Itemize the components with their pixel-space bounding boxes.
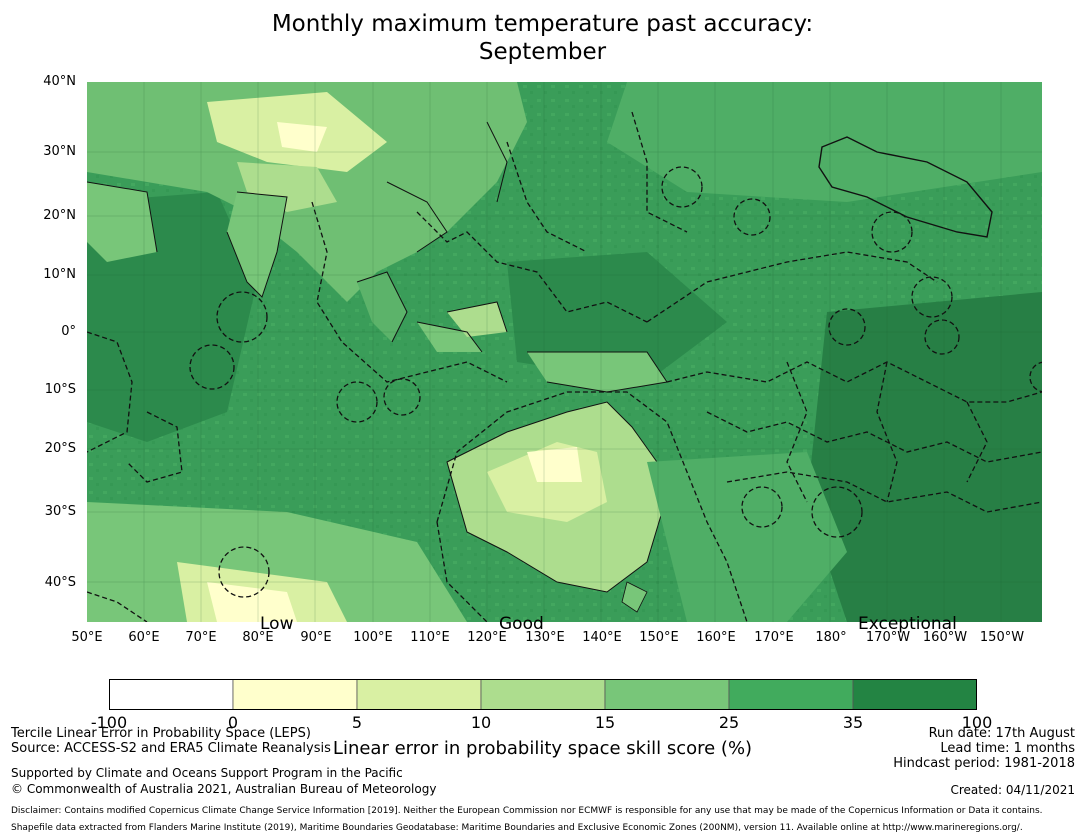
footer-disclaimer: Disclaimer: Contains modified Copernicus… xyxy=(11,806,1043,816)
colorbar-tick: -100 xyxy=(90,713,128,732)
lon-label: 90°E xyxy=(300,630,332,645)
footer-created: Created: 04/11/2021 xyxy=(950,783,1075,797)
colorbar-tick: 0 xyxy=(227,713,239,732)
colorbar-segment xyxy=(604,679,730,710)
lon-label: 120°E xyxy=(467,630,507,645)
southern-cream-band xyxy=(207,582,297,622)
lon-label: 100°E xyxy=(353,630,393,645)
tasmania-island xyxy=(621,581,648,613)
footer-run-date: Run date: 17th August xyxy=(928,726,1075,741)
australia-cream-interior xyxy=(527,447,582,482)
colorbar-tick: 5 xyxy=(351,713,363,732)
lat-label-10n: 10°N xyxy=(43,267,76,282)
colorbar-tick: 25 xyxy=(718,713,740,732)
footer-lead-time: Lead time: 1 months xyxy=(940,741,1075,756)
colorbar-segment xyxy=(728,679,854,710)
footer-method: Tercile Linear Error in Probability Spac… xyxy=(11,726,311,741)
skill-score-map xyxy=(87,82,1042,622)
arabia-region xyxy=(87,182,157,262)
footer-source: Source: ACCESS-S2 and ERA5 Climate Reana… xyxy=(11,741,331,756)
indochina-landmass xyxy=(357,272,407,342)
map-title-line1: Monthly maximum temperature past accurac… xyxy=(271,11,814,37)
hawaii-eez-outline xyxy=(818,136,993,238)
lon-label: 50°E xyxy=(71,630,103,645)
lat-label-30n: 30°N xyxy=(43,144,76,159)
colorbar-tick: 100 xyxy=(961,713,993,732)
dark-maritime-region xyxy=(507,252,727,382)
lon-label: 160°W xyxy=(922,630,968,645)
tasman-sea-region xyxy=(647,452,847,622)
eez-boundaries xyxy=(87,111,1042,622)
colorbar-tick: 35 xyxy=(842,713,864,732)
lon-label: 110°E xyxy=(410,630,450,645)
zone-label-exceptional: Exceptional xyxy=(858,614,957,634)
lon-label: 150°W xyxy=(979,630,1025,645)
lon-label: 130°E xyxy=(525,630,565,645)
lon-label: 180° xyxy=(815,630,847,645)
india-landmass xyxy=(227,192,287,297)
zone-label-good: Good xyxy=(499,614,544,634)
map-title-line2: September xyxy=(478,39,607,65)
lat-label-10s: 10°S xyxy=(44,382,76,397)
lon-label: 70°E xyxy=(185,630,217,645)
colorbar-tick: 10 xyxy=(470,713,492,732)
lon-label: 80°E xyxy=(242,630,274,645)
lat-label-20n: 20°N xyxy=(43,208,76,223)
dark-pacific-region xyxy=(807,292,1042,622)
colorbar-segment xyxy=(232,679,358,710)
lon-label: 150°E xyxy=(639,630,679,645)
colorbar-segment xyxy=(480,679,606,710)
colorbar xyxy=(109,679,977,710)
lat-label-30s: 30°S xyxy=(44,504,76,519)
colorbar-label: Linear error in probability space skill … xyxy=(332,738,753,759)
lon-label: 140°E xyxy=(582,630,622,645)
footer-shapefile-credit: Shapefile data extracted from Flanders M… xyxy=(11,823,1023,833)
lat-label-20s: 20°S xyxy=(44,441,76,456)
map-gridlines xyxy=(87,82,1042,622)
lat-label-40n: 40°N xyxy=(43,74,76,89)
colorbar-tick: 15 xyxy=(594,713,616,732)
colorbar-segment xyxy=(852,679,977,710)
lat-label-40s: 40°S xyxy=(44,575,76,590)
zone-label-low: Low xyxy=(260,614,294,634)
colorbar-border xyxy=(109,679,977,710)
lon-label: 170°E xyxy=(754,630,794,645)
lon-label: 60°E xyxy=(128,630,160,645)
colorbar-segment xyxy=(109,679,234,710)
lat-label-0: 0° xyxy=(61,324,76,339)
footer-copyright: © Commonwealth of Australia 2021, Austra… xyxy=(11,782,437,796)
lon-label: 170°W xyxy=(865,630,911,645)
footer-hindcast: Hindcast period: 1981-2018 xyxy=(893,756,1075,771)
asia-cream-patch xyxy=(277,122,327,152)
new-guinea-island xyxy=(527,352,667,392)
colorbar-segment xyxy=(356,679,482,710)
north-pacific-band xyxy=(607,82,1042,202)
footer-support: Supported by Climate and Oceans Support … xyxy=(11,766,403,780)
lon-label: 160°E xyxy=(696,630,736,645)
sumatra-island xyxy=(417,322,482,352)
borneo-island xyxy=(447,302,507,337)
